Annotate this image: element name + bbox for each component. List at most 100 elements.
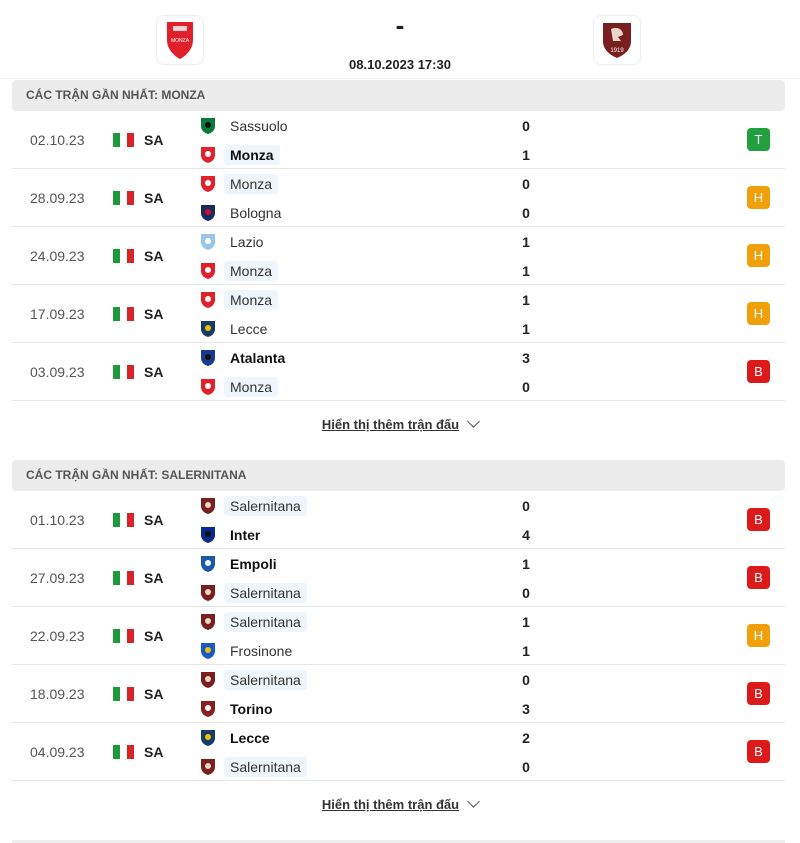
league-code: SA [144,744,164,760]
league-code: SA [144,190,164,206]
team-score: 0 [522,379,530,395]
lecce-logo-icon [201,730,215,746]
match-date: 22.09.23 [30,628,85,644]
away-team-logo[interactable]: 1919 [593,15,641,65]
lazio-logo-icon [201,234,215,250]
svg-text:MONZA: MONZA [171,38,190,44]
team-score: 0 [522,672,530,688]
team-away[interactable]: Frosinone [200,640,298,662]
italy-flag-icon [113,687,134,701]
team-home[interactable]: Atalanta [200,347,291,369]
chevron-down-icon [467,795,480,808]
team-away[interactable]: Monza [200,144,280,166]
league-code: SA [144,306,164,322]
team-name: Inter [230,527,261,543]
result-badge: B [747,360,770,383]
chevron-down-icon [467,415,480,428]
italy-flag-icon [113,307,134,321]
team-score: 0 [522,176,530,192]
team-home[interactable]: Salernitana [200,611,307,633]
team-home[interactable]: Monza [200,173,279,195]
score: - [395,10,405,40]
team-score: 0 [522,585,530,601]
italy-flag-icon [113,513,134,527]
team-score: 4 [522,527,530,543]
match-date: 18.09.23 [30,686,85,702]
team-name: Salernitana [224,670,307,690]
team-name: Lazio [230,234,264,250]
show-more-button[interactable]: Hiển thị thêm trận đấu [0,795,800,812]
match-row[interactable]: 17.09.23 SA Monza 1 Lecce 1 H [12,285,785,343]
match-row[interactable]: 22.09.23 SA Salernitana 1 Frosinone 1 H [12,607,785,665]
team-score: 1 [522,263,530,279]
team-score: 3 [522,350,530,366]
league-code: SA [144,570,164,586]
league-code: SA [144,686,164,702]
monza-logo-icon [201,292,215,308]
team-home[interactable]: Salernitana [200,495,307,517]
bologna-logo-icon [201,205,215,221]
match-row[interactable]: 27.09.23 SA Empoli 1 Salernitana 0 B [12,549,785,607]
italy-flag-icon [113,249,134,263]
team-home[interactable]: Salernitana [200,669,307,691]
match-date: 04.09.23 [30,744,85,760]
italy-flag-icon [113,133,134,147]
section-header: CÁC TRẬN GẦN NHẤT: MONZA [12,80,785,111]
league-code: SA [144,512,164,528]
match-row[interactable]: 02.10.23 SA Sassuolo 0 Monza 1 T [12,111,785,169]
match-row[interactable]: 01.10.23 SA Salernitana 0 Inter 4 B [12,491,785,549]
team-home[interactable]: Lazio [200,231,269,253]
team-score: 3 [522,701,530,717]
show-more-label[interactable]: Hiển thị thêm trận đấu [321,797,460,812]
team-name: Empoli [230,556,277,572]
team-away[interactable]: Salernitana [200,582,307,604]
italy-flag-icon [113,365,134,379]
team-home[interactable]: Empoli [200,553,283,575]
team-away[interactable]: Salernitana [200,756,307,778]
team-away[interactable]: Monza [200,260,279,282]
team-home[interactable]: Lecce [200,727,276,749]
show-more-label[interactable]: Hiển thị thêm trận đấu [321,417,460,432]
team-name: Atalanta [230,350,286,366]
match-row[interactable]: 28.09.23 SA Monza 0 Bologna 0 H [12,169,785,227]
lecce-logo-icon [201,321,215,337]
monza-logo-icon [201,176,215,192]
team-score: 1 [522,234,530,250]
team-score: 1 [522,292,530,308]
team-away[interactable]: Lecce [200,318,273,340]
match-date: 03.09.23 [30,364,85,380]
team-away[interactable]: Bologna [200,202,287,224]
match-row[interactable]: 03.09.23 SA Atalanta 3 Monza 0 B [12,343,785,401]
team-name: Monza [224,174,279,194]
match-header: MONZA - 08.10.2023 17:30 1919 [0,0,800,79]
italy-flag-icon [113,191,134,205]
match-date: 24.09.23 [30,248,85,264]
team-home[interactable]: Sassuolo [200,115,294,137]
team-name: Salernitana [224,612,307,632]
team-away[interactable]: Torino [200,698,279,720]
match-row[interactable]: 04.09.23 SA Lecce 2 Salernitana 0 B [12,723,785,781]
home-team-logo[interactable]: MONZA [156,15,204,65]
team-name: Monza [224,290,279,310]
svg-text:1919: 1919 [610,48,624,54]
match-row[interactable]: 24.09.23 SA Lazio 1 Monza 1 H [12,227,785,285]
monza-logo-icon [201,147,215,163]
match-date: 27.09.23 [30,570,85,586]
team-away[interactable]: Monza [200,376,279,398]
italy-flag-icon [113,571,134,585]
match-row[interactable]: 18.09.23 SA Salernitana 0 Torino 3 B [12,665,785,723]
team-away[interactable]: Inter [200,524,266,546]
result-badge: B [747,682,770,705]
team-score: 1 [522,556,530,572]
team-score: 1 [522,643,530,659]
team-score: 2 [522,730,530,746]
salernitana-logo-icon [201,759,215,775]
show-more-button[interactable]: Hiển thị thêm trận đấu [0,415,800,432]
team-score: 1 [522,147,530,163]
empoli-logo-icon [201,556,215,572]
team-home[interactable]: Monza [200,289,279,311]
result-badge: H [747,244,770,267]
match-date: 02.10.23 [30,132,85,148]
team-name: Salernitana [224,583,307,603]
result-badge: B [747,508,770,531]
